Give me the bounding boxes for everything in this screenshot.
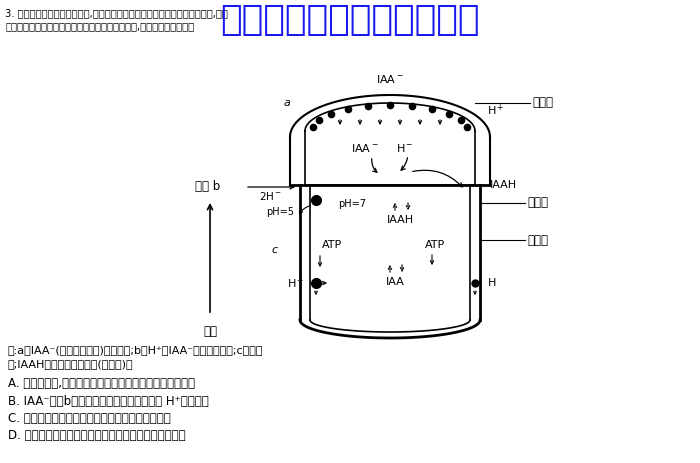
Text: 为生长素的化学渗透极性运输假说模型。据图分析,判断下列各项的答案: 为生长素的化学渗透极性运输假说模型。据图分析,判断下列各项的答案	[5, 21, 194, 31]
Text: a: a	[284, 98, 290, 108]
Text: 泵;IAAH为非解离型生长素(亲脂性)。: 泵;IAAH为非解离型生长素(亲脂性)。	[8, 359, 134, 369]
Text: D. 施用细胞呼吸抑制剂不会导致生长素的极性运输受阻: D. 施用细胞呼吸抑制剂不会导致生长素的极性运输受阻	[8, 429, 186, 442]
Text: IAA: IAA	[386, 277, 405, 287]
Text: ATP: ATP	[322, 240, 342, 250]
Text: A. 在细胞顶部,非解离型生长素以自由扩散的方式进入细胞: A. 在细胞顶部,非解离型生长素以自由扩散的方式进入细胞	[8, 377, 195, 390]
Text: IAAH: IAAH	[490, 180, 517, 190]
Text: pH=5: pH=5	[266, 207, 294, 217]
Text: pH=7: pH=7	[338, 199, 366, 209]
Text: 细胞质: 细胞质	[527, 233, 548, 246]
Text: 顶部 b: 顶部 b	[195, 181, 220, 194]
Text: IAAH: IAAH	[386, 215, 414, 225]
Text: 细胞膜: 细胞膜	[532, 96, 553, 110]
Text: C. 解离型生长素输出载体存在于细胞基部细胞膜上: C. 解离型生长素输出载体存在于细胞基部细胞膜上	[8, 412, 171, 425]
Text: c: c	[272, 245, 278, 255]
Text: IAA$^-$: IAA$^-$	[376, 73, 404, 85]
Text: 2H$^-$: 2H$^-$	[259, 190, 282, 202]
Text: B. IAA⁻通过b载体进入细胞需依赖细胞内外 H⁺的浓度差: B. IAA⁻通过b载体进入细胞需依赖细胞内外 H⁺的浓度差	[8, 395, 209, 408]
Text: H$^-$: H$^-$	[396, 142, 414, 154]
Text: 基部: 基部	[203, 325, 217, 338]
Text: H$^+$: H$^+$	[288, 275, 305, 291]
Text: ATP: ATP	[425, 240, 445, 250]
Text: H: H	[488, 278, 496, 288]
Text: 3. 化学渗透极性运输假说认为,生长素的极性运输与细胞膜上的三类载体有关,下图: 3. 化学渗透极性运输假说认为,生长素的极性运输与细胞膜上的三类载体有关,下图	[5, 8, 228, 18]
Text: IAA$^-$: IAA$^-$	[351, 142, 379, 154]
Text: 注:a为IAA⁻(解离型生长素)输出载体;b为H⁺－IAA⁻协同输入载体;c为质子: 注:a为IAA⁻(解离型生长素)输出载体;b为H⁺－IAA⁻协同输入载体;c为质…	[8, 345, 263, 355]
Text: H$^+$: H$^+$	[487, 102, 505, 118]
Text: 微信公众号关注：趣找答案: 微信公众号关注：趣找答案	[220, 3, 480, 37]
Text: 细胞壁: 细胞壁	[527, 196, 548, 209]
